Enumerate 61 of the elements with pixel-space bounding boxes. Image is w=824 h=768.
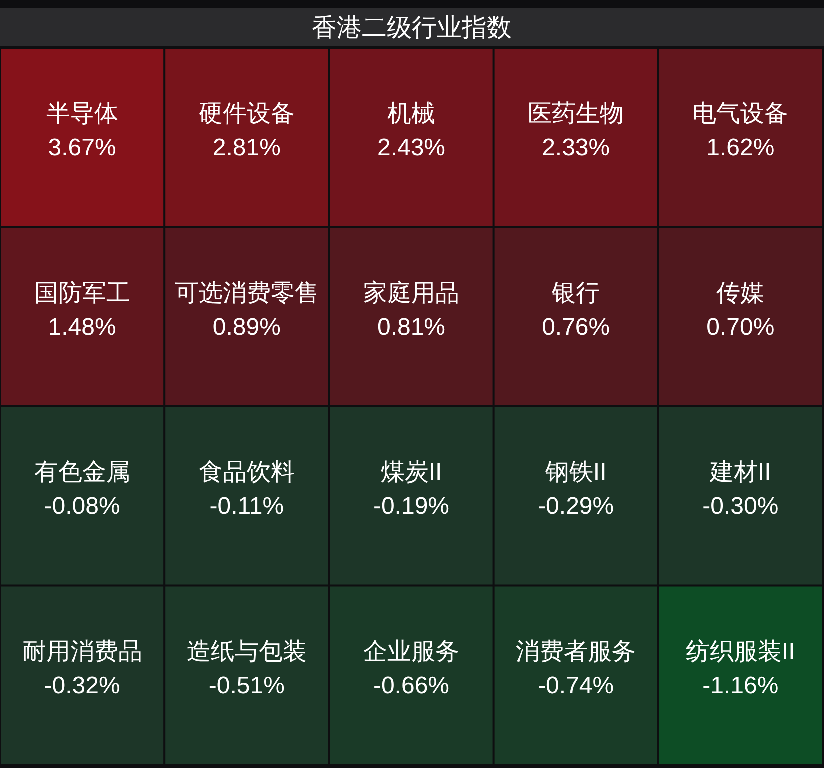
category-label: 造纸与包装 bbox=[186, 638, 307, 666]
tile: 企业服务 -0.66% bbox=[330, 586, 493, 764]
data-label: 0.81% bbox=[377, 314, 446, 341]
data-label: -0.30% bbox=[702, 493, 779, 520]
tile: 家庭用品 0.81% bbox=[330, 228, 493, 406]
category-label: 企业服务 bbox=[364, 638, 460, 666]
tile: 建材II -0.30% bbox=[659, 408, 822, 585]
category-label: 有色金属 bbox=[34, 459, 130, 486]
category-label: 家庭用品 bbox=[364, 280, 460, 307]
tile: 硬件设备 2.81% bbox=[166, 49, 328, 226]
tile: 银行 0.76% bbox=[494, 228, 658, 406]
category-label: 耐用消费品 bbox=[22, 638, 142, 666]
text: 香港二级行业指数 bbox=[312, 14, 512, 42]
tile: 食品饮料 -0.11% bbox=[166, 408, 328, 585]
data-label: 1.62% bbox=[706, 134, 775, 162]
tile: 纺织服装II -1.16% bbox=[659, 586, 822, 764]
tile: 传媒 0.70% bbox=[659, 228, 822, 406]
data-label: 0.76% bbox=[542, 314, 610, 341]
tile: 可选消费零售 0.89% bbox=[166, 228, 328, 406]
tile: 消费者服务 -0.74% bbox=[494, 586, 658, 764]
category-label: 硬件设备 bbox=[198, 100, 295, 128]
data-label: -0.32% bbox=[44, 672, 120, 700]
category-label: 机械 bbox=[388, 100, 436, 128]
tile: 钢铁II -0.29% bbox=[494, 408, 658, 585]
data-label: -0.08% bbox=[44, 493, 120, 520]
data-label: 2.81% bbox=[212, 134, 281, 162]
data-label: -0.11% bbox=[210, 493, 284, 520]
data-label: 0.70% bbox=[706, 314, 775, 341]
category-label: 可选消费零售 bbox=[174, 280, 319, 307]
data-label: 3.67% bbox=[48, 134, 116, 162]
data-label: -0.66% bbox=[373, 672, 450, 700]
tile: 有色金属 -0.08% bbox=[1, 408, 164, 585]
category-label: 钢铁II bbox=[544, 459, 607, 486]
tile: 医药生物 2.33% bbox=[494, 49, 658, 226]
category-label: 煤炭II bbox=[380, 459, 442, 486]
data-label: 1.48% bbox=[48, 314, 116, 341]
category-label: 建材II bbox=[709, 459, 772, 486]
tile: 电气设备 1.62% bbox=[659, 49, 822, 226]
category-label: 医药生物 bbox=[528, 100, 624, 128]
data-label: -0.74% bbox=[538, 672, 614, 700]
category-label: 消费者服务 bbox=[516, 638, 636, 666]
category-label: 国防军工 bbox=[34, 280, 130, 307]
data-label: -0.51% bbox=[208, 672, 285, 700]
category-label: 纺织服装II bbox=[686, 638, 796, 666]
data-label: 0.89% bbox=[212, 314, 281, 341]
data-label: -1.16% bbox=[702, 672, 779, 700]
data-label: 2.33% bbox=[542, 134, 610, 162]
tile: 煤炭II -0.19% bbox=[330, 408, 493, 585]
data-label: -0.29% bbox=[538, 493, 614, 520]
tile: 半导体 3.67% bbox=[1, 49, 164, 226]
tile: 造纸与包装 -0.51% bbox=[166, 586, 328, 764]
tile: 耐用消费品 -0.32% bbox=[1, 586, 164, 764]
category-label: 传媒 bbox=[716, 280, 765, 307]
tile: 国防军工 1.48% bbox=[1, 228, 164, 406]
category-label: 电气设备 bbox=[692, 100, 789, 128]
category-label: 银行 bbox=[551, 280, 600, 307]
data-label: -0.19% bbox=[373, 493, 450, 520]
data-label: 2.43% bbox=[377, 134, 446, 162]
category-label: 半导体 bbox=[46, 100, 118, 128]
category-label: 食品饮料 bbox=[198, 459, 295, 486]
tile: 机械 2.43% bbox=[330, 49, 493, 226]
